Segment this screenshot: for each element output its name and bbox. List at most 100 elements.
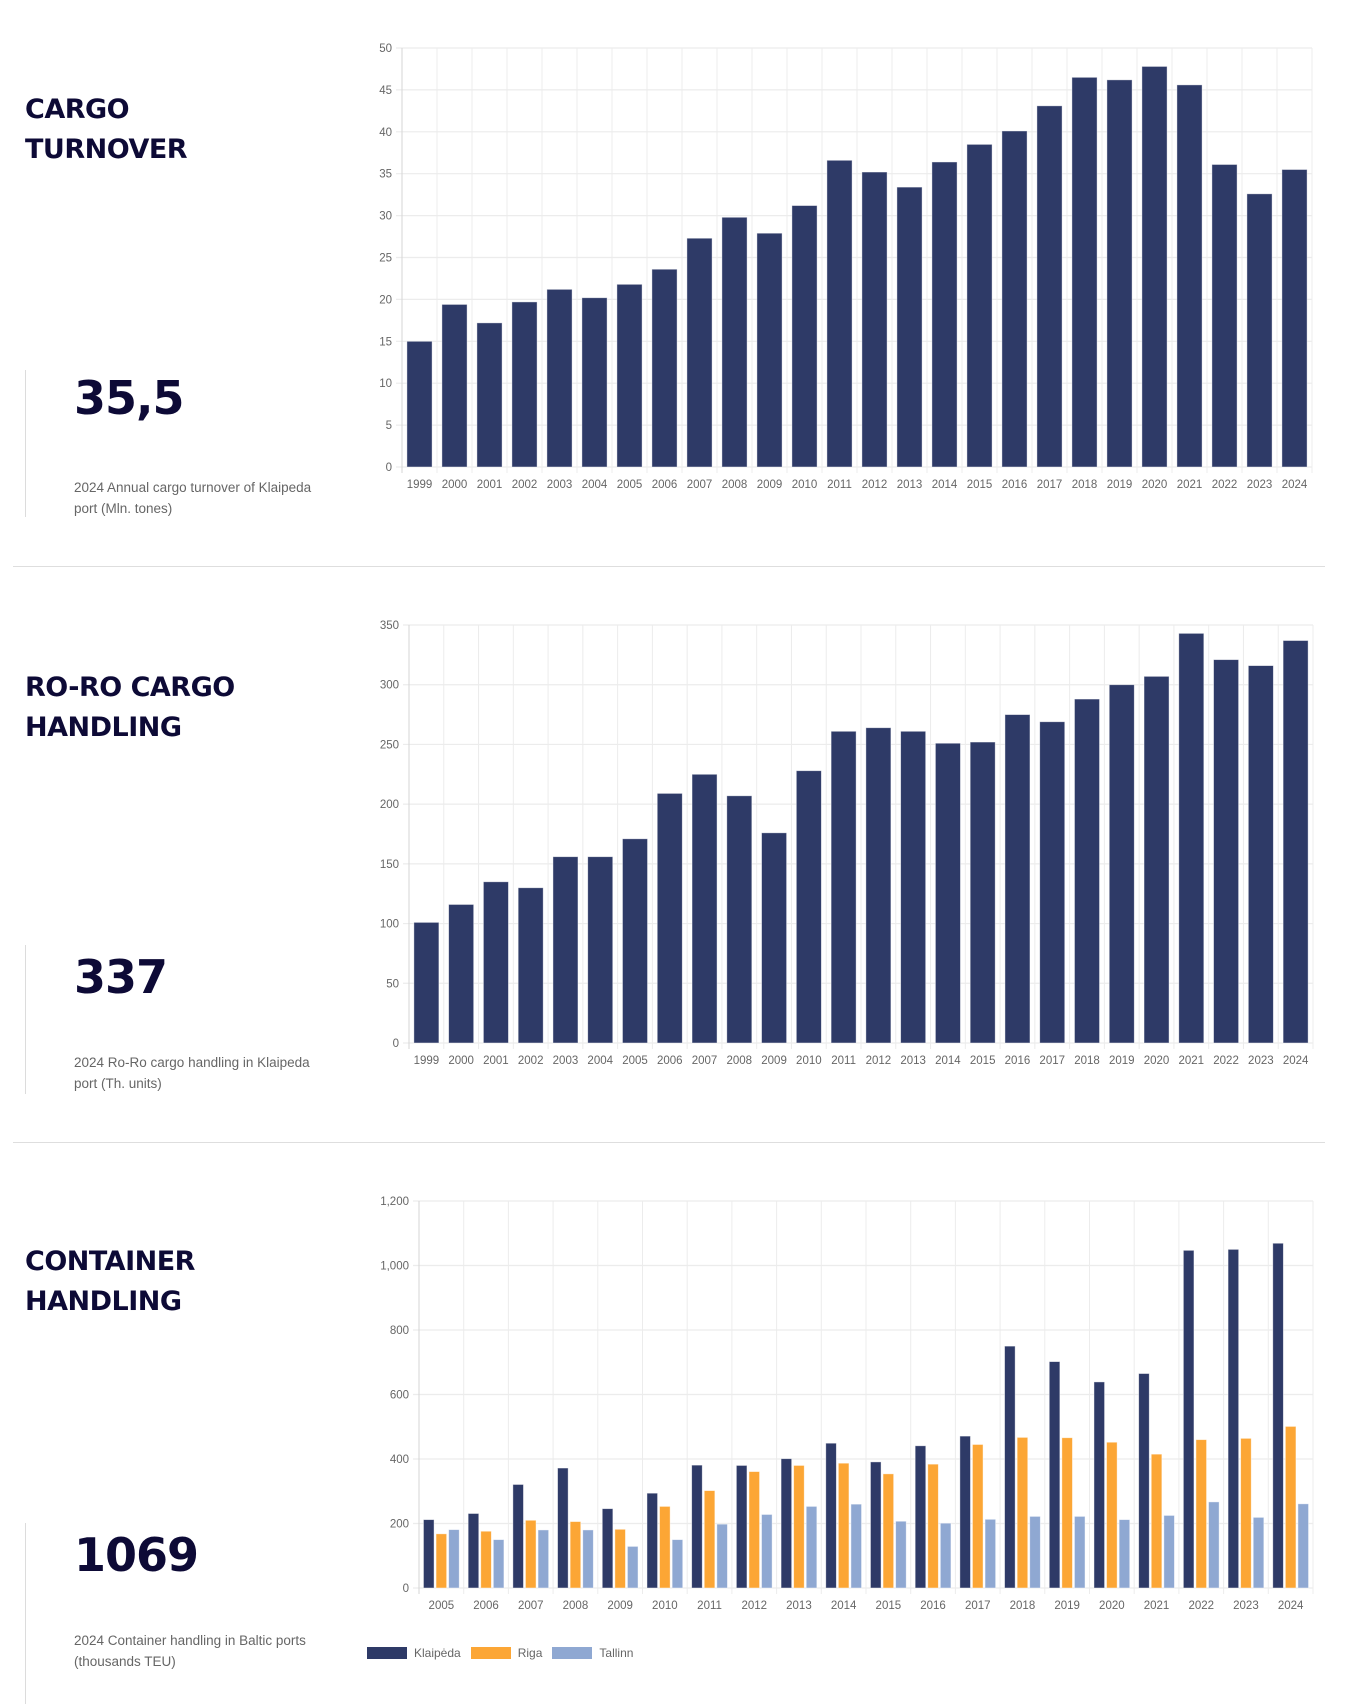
x-tick-label: 2016 bbox=[1005, 1055, 1031, 1067]
bar-tallinn-2021 bbox=[1163, 1515, 1175, 1589]
x-tick-label: 2016 bbox=[1002, 479, 1028, 491]
x-tick-label: 2020 bbox=[1099, 1600, 1125, 1612]
x-tick-label: 2012 bbox=[862, 479, 888, 491]
x-tick-label: 2002 bbox=[512, 479, 538, 491]
bar-klaipeda-2008 bbox=[721, 216, 748, 468]
bar-riga-2019 bbox=[1061, 1437, 1073, 1589]
y-tick-label: 10 bbox=[379, 378, 392, 390]
bar-klaipda-2005 bbox=[423, 1519, 435, 1589]
legend-label: Tallinn bbox=[599, 1646, 634, 1660]
y-tick-label: 40 bbox=[379, 127, 392, 139]
x-tick-label: 2015 bbox=[876, 1600, 902, 1612]
title-line: HANDLING bbox=[25, 1286, 182, 1317]
bar-tallinn-2024 bbox=[1297, 1503, 1309, 1589]
stat-block: 1069 2024 Container handling in Baltic p… bbox=[25, 1523, 346, 1704]
bar-klaipda-2021 bbox=[1138, 1373, 1150, 1589]
x-tick-label: 2006 bbox=[473, 1600, 499, 1612]
bar-klaipeda-2019 bbox=[1106, 79, 1133, 468]
bar-klaipeda-2000 bbox=[441, 304, 468, 468]
x-tick-label: 2018 bbox=[1010, 1600, 1036, 1612]
x-tick-label: 2003 bbox=[553, 1055, 579, 1067]
bar-tallinn-2022 bbox=[1208, 1501, 1220, 1589]
stat-caption: 2024 Ro-Ro cargo handling in Klaipeda po… bbox=[74, 1055, 310, 1091]
bar-riga-2009 bbox=[614, 1528, 626, 1589]
x-tick-label: 2014 bbox=[831, 1600, 857, 1612]
x-tick-label: 2021 bbox=[1177, 479, 1203, 491]
bar-klaipeda-2018 bbox=[1071, 76, 1098, 468]
x-tick-label: 2010 bbox=[796, 1055, 822, 1067]
x-tick-label: 2014 bbox=[935, 1055, 961, 1067]
y-tick-label: 50 bbox=[386, 978, 399, 990]
bar-klaipeda-2022 bbox=[1213, 659, 1239, 1044]
x-tick-label: 2019 bbox=[1107, 479, 1133, 491]
bar-tallinn-2017 bbox=[984, 1518, 997, 1589]
y-tick-label: 1,000 bbox=[380, 1261, 409, 1273]
x-tick-label: 2020 bbox=[1142, 479, 1168, 491]
x-tick-label: 2006 bbox=[657, 1055, 683, 1067]
section-title: CONTAINER HANDLING bbox=[25, 1242, 195, 1322]
x-tick-label: 2018 bbox=[1074, 1055, 1100, 1067]
y-tick-label: 200 bbox=[380, 799, 399, 811]
bar-klaipeda-2001 bbox=[476, 322, 503, 468]
bar-klaipeda-2007 bbox=[691, 773, 718, 1044]
chart-legend: Klaipėda Riga Tallinn bbox=[367, 1646, 643, 1660]
legend-swatch bbox=[470, 1647, 511, 1659]
bar-klaipeda-2006 bbox=[656, 792, 683, 1044]
bar-klaipeda-2002 bbox=[517, 887, 544, 1044]
bar-tallinn-2014 bbox=[850, 1503, 862, 1589]
y-tick-label: 300 bbox=[380, 680, 399, 692]
title-line: TURNOVER bbox=[25, 134, 188, 165]
bar-klaipeda-2020 bbox=[1143, 675, 1170, 1044]
bar-tallinn-2011 bbox=[716, 1523, 728, 1589]
x-tick-label: 2023 bbox=[1233, 1600, 1259, 1612]
bar-klaipeda-2017 bbox=[1036, 105, 1063, 468]
bar-klaipeda-2012 bbox=[865, 727, 892, 1044]
bar-klaipeda-2005 bbox=[622, 838, 648, 1044]
bar-tallinn-2010 bbox=[671, 1539, 684, 1589]
x-tick-label: 2019 bbox=[1054, 1600, 1080, 1612]
x-tick-label: 2014 bbox=[932, 479, 958, 491]
x-tick-label: 2015 bbox=[967, 479, 993, 491]
legend-label: Klaipėda bbox=[414, 1646, 461, 1660]
bar-klaipeda-2001 bbox=[483, 881, 509, 1044]
bar-klaipeda-2016 bbox=[1004, 714, 1031, 1044]
bar-klaipeda-2020 bbox=[1141, 66, 1168, 468]
x-tick-label: 2005 bbox=[429, 1600, 455, 1612]
x-tick-label: 2015 bbox=[970, 1055, 996, 1067]
x-tick-label: 2001 bbox=[483, 1055, 509, 1067]
bar-tallinn-2019 bbox=[1074, 1516, 1086, 1589]
bar-klaipeda-2011 bbox=[830, 730, 857, 1044]
x-tick-label: 2008 bbox=[722, 479, 748, 491]
bar-klaipda-2013 bbox=[780, 1458, 793, 1589]
bar-klaipeda-2004 bbox=[587, 856, 614, 1044]
bar-klaipeda-2015 bbox=[969, 741, 996, 1044]
legend-item-klaipeda[interactable]: Klaipėda bbox=[367, 1646, 461, 1660]
x-tick-label: 2011 bbox=[831, 1055, 856, 1067]
bar-tallinn-2006 bbox=[492, 1539, 505, 1589]
x-tick-label: 2007 bbox=[692, 1055, 718, 1067]
bar-klaipda-2007 bbox=[512, 1484, 524, 1589]
legend-item-riga[interactable]: Riga bbox=[470, 1646, 542, 1660]
x-tick-label: 2024 bbox=[1283, 1055, 1309, 1067]
title-line: RO-RO CARGO bbox=[25, 672, 235, 703]
y-tick-label: 25 bbox=[379, 253, 392, 265]
bar-tallinn-2016 bbox=[939, 1522, 952, 1589]
bar-klaipeda-2024 bbox=[1281, 169, 1308, 468]
bar-klaipeda-2015 bbox=[966, 143, 993, 468]
bar-klaipeda-2018 bbox=[1074, 698, 1100, 1044]
bar-tallinn-2005 bbox=[448, 1529, 460, 1589]
x-tick-label: 2020 bbox=[1144, 1055, 1170, 1067]
y-tick-label: 50 bbox=[379, 43, 392, 55]
bar-klaipda-2024 bbox=[1272, 1242, 1284, 1589]
bar-klaipeda-2021 bbox=[1176, 84, 1203, 468]
stat-value: 1069 bbox=[74, 1528, 199, 1582]
bar-klaipeda-2013 bbox=[900, 730, 927, 1044]
x-tick-label: 2009 bbox=[607, 1600, 633, 1612]
legend-item-tallinn[interactable]: Tallinn bbox=[552, 1646, 633, 1660]
x-tick-label: 2006 bbox=[652, 479, 678, 491]
stat-value: 35,5 bbox=[74, 371, 184, 425]
legend-swatch bbox=[552, 1647, 593, 1659]
x-tick-label: 2022 bbox=[1212, 479, 1238, 491]
section-title: CARGO TURNOVER bbox=[25, 90, 188, 170]
y-tick-label: 5 bbox=[386, 420, 392, 432]
